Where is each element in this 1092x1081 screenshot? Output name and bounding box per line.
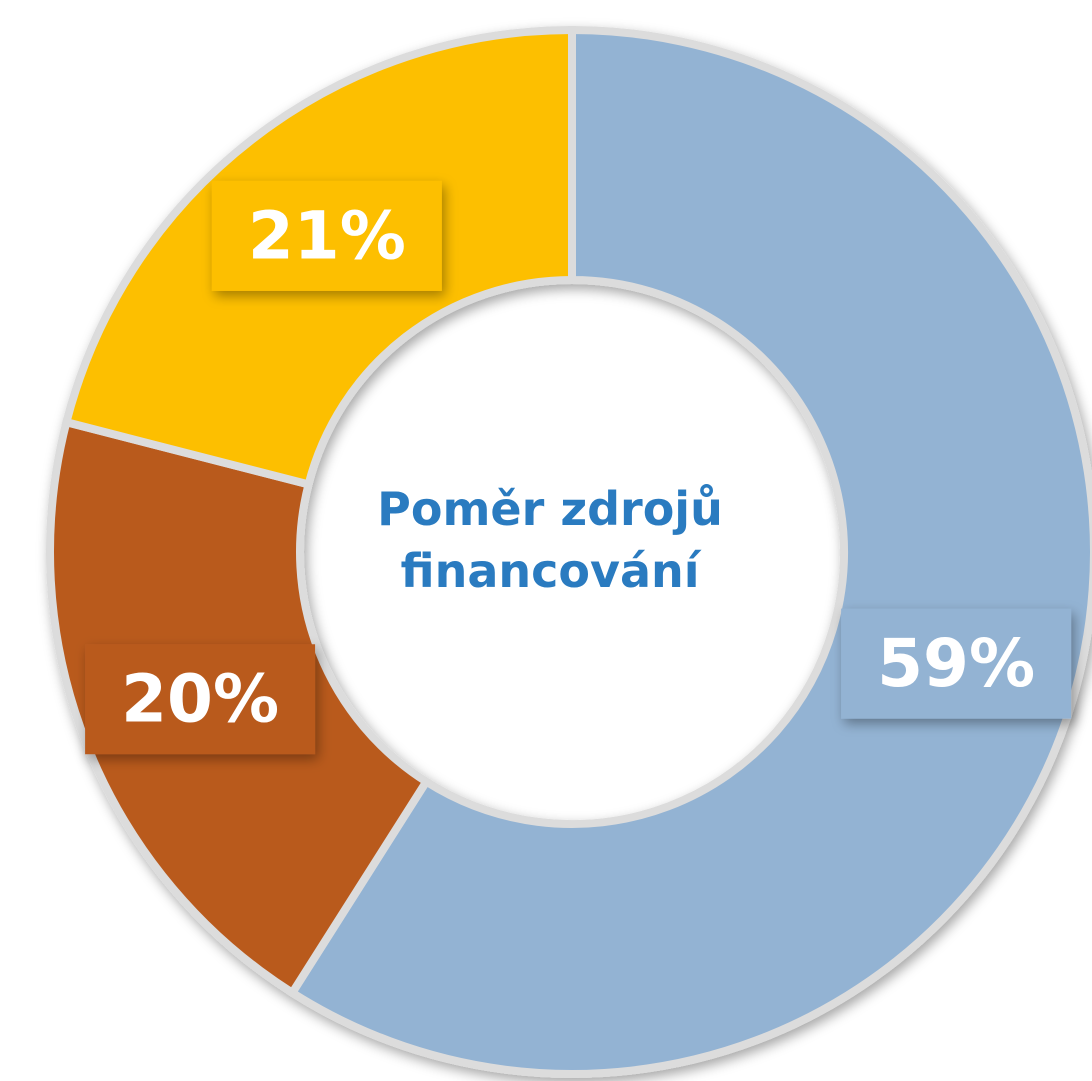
label-box — [85, 644, 316, 755]
data-label: 59% — [877, 625, 1035, 702]
data-label: 20% — [121, 661, 279, 738]
chart-title: Poměr zdrojů financování — [377, 482, 723, 598]
label-box — [841, 608, 1072, 719]
label-box — [211, 180, 442, 291]
donut-slice — [286, 25, 1092, 1078]
data-label: 21% — [248, 197, 406, 274]
